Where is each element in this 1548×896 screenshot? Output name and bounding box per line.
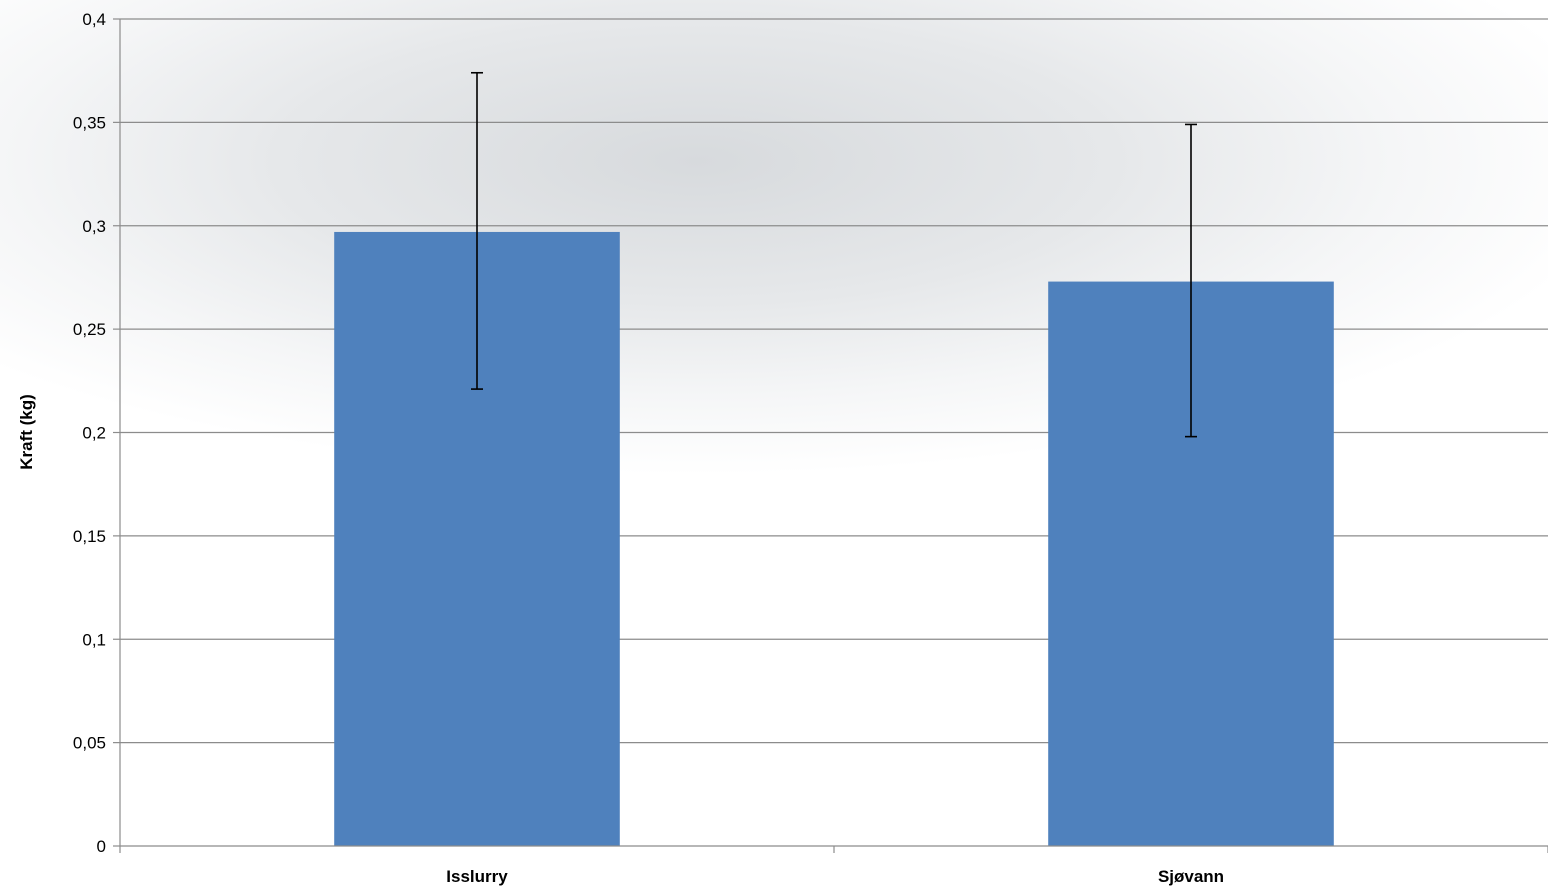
y-tick-label: 0,05 xyxy=(73,734,106,753)
y-tick-label: 0,35 xyxy=(73,113,106,132)
y-axis-title: Kraft (kg) xyxy=(17,394,36,470)
y-tick-label: 0,15 xyxy=(73,527,106,546)
y-tick-label: 0,4 xyxy=(82,10,106,29)
error-bars xyxy=(471,71,1197,438)
y-tick-label: 0,1 xyxy=(82,630,106,649)
axes xyxy=(113,18,1548,853)
x-category-label: Sjøvann xyxy=(1158,867,1224,886)
x-category-label: Isslurry xyxy=(446,867,508,886)
y-tick-label: 0,3 xyxy=(82,217,106,236)
bars xyxy=(334,231,1334,846)
labels: 0 0,05 0,1 0,15 0,2 0,25 0,3 0,35 0,4 Isslurry Sjø… xyxy=(73,10,1224,886)
y-tick-label: 0,2 xyxy=(82,424,106,443)
y-tick-label: 0,25 xyxy=(73,320,106,339)
y-tick-label: 0 xyxy=(97,837,106,856)
